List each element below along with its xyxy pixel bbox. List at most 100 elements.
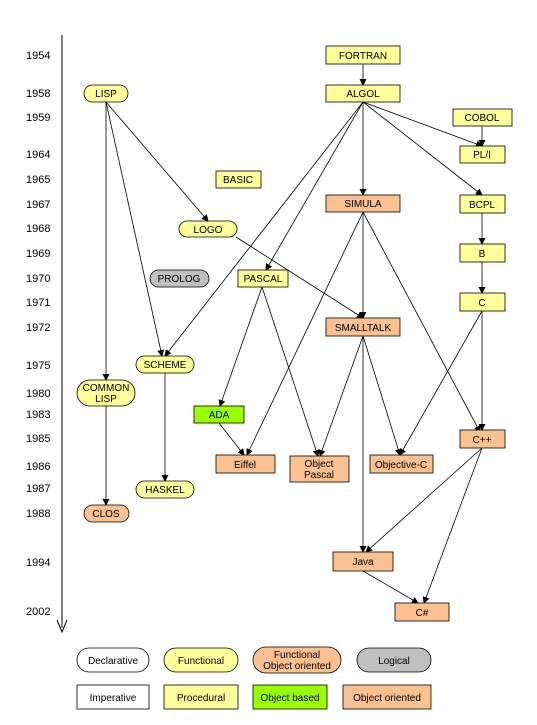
legend-label: Functional [178, 656, 224, 667]
node-label: Java [352, 557, 374, 568]
year-label: 1959 [26, 112, 50, 124]
node-objective-c: Objective-C [369, 454, 434, 474]
legend-procedural: Procedural [163, 684, 239, 710]
edge-simula-cpp [362, 211, 481, 433]
legend-logical: Logical [356, 647, 432, 673]
nodes: FORTRAN ALGOL LISP COBOL PL/I BASIC [76, 45, 513, 622]
edge-algol-pascal [265, 101, 364, 271]
node-label: LISP [95, 394, 117, 405]
year-label: 1969 [26, 248, 50, 260]
node-label: Pascal [304, 470, 334, 481]
year-label: 1968 [26, 223, 50, 235]
year-label: 1983 [26, 409, 50, 421]
legend-label: Object based [261, 693, 320, 704]
year-label: 1964 [26, 149, 50, 161]
year-label: 2002 [26, 606, 50, 618]
node-haskel: HASKEL [135, 480, 195, 499]
node-simula: SIMULA [325, 194, 401, 213]
legend-label: Functional [274, 650, 320, 661]
year-label: 1994 [26, 557, 50, 569]
node-eiffel: Eiffel [215, 454, 276, 474]
edge-algol-bcpl [362, 101, 483, 196]
node-basic: BASIC [215, 170, 262, 189]
node-label: C [478, 298, 485, 309]
node-label: B [479, 249, 486, 260]
node-label: PL/I [473, 150, 491, 161]
node-label: BASIC [223, 175, 253, 186]
legend-label: Procedural [177, 693, 225, 704]
edge-lisp-scheme [105, 101, 165, 357]
edge-ada-eiffel [218, 422, 245, 456]
year-label: 1967 [26, 199, 50, 211]
legend-object-oriented: Object oriented [342, 684, 432, 710]
node-bcpl: BCPL [459, 194, 506, 214]
edge-simula-eiffel [246, 211, 364, 456]
node-label: COMMON [83, 383, 130, 394]
legend-functional-object-oriented: Functional Object oriented [252, 646, 342, 674]
node-smalltalk: SMALLTALK [325, 317, 401, 337]
year-label: 1954 [26, 50, 50, 62]
node-cobol: COBOL [452, 108, 513, 127]
year-label: 1980 [26, 388, 50, 400]
edge-pascal-object-pascal [261, 286, 320, 457]
node-label: SMALLTALK [335, 323, 392, 334]
node-label: ALGOL [346, 89, 380, 100]
node-label: LOGO [194, 225, 223, 236]
node-prolog: PROLOG [149, 269, 210, 288]
node-ada: ADA [193, 405, 245, 424]
legend-label: Imperative [90, 693, 137, 704]
edge-cpp-csharp [422, 447, 483, 604]
node-label: Object [305, 459, 334, 470]
node-label: FORTRAN [339, 51, 387, 62]
legend-label: Declarative [88, 656, 138, 667]
edge-cpp-java [365, 447, 483, 553]
legend-label: Object oriented [353, 693, 421, 704]
node-object-pascal: Object Pascal [289, 455, 350, 483]
year-label: 1985 [26, 433, 50, 445]
node-label: ADA [209, 410, 230, 421]
year-label: 1972 [26, 322, 50, 334]
year-labels: 1954 1958 1959 1964 1965 1967 1968 1969 … [26, 50, 50, 618]
node-b: B [459, 243, 506, 263]
node-scheme: SCHEME [135, 355, 195, 374]
node-common-lisp: COMMON LISP [76, 379, 136, 407]
node-pascal: PASCAL [237, 269, 289, 288]
legend: Declarative Functional Functional Object… [76, 646, 432, 710]
node-java: Java [332, 551, 394, 572]
year-label: 1971 [26, 297, 50, 309]
year-label: 1987 [26, 483, 50, 495]
edge-pascal-ada [218, 286, 263, 407]
node-fortran: FORTRAN [325, 45, 401, 65]
node-clos: CLOS [83, 504, 130, 523]
node-label: C# [416, 608, 429, 619]
node-algol: ALGOL [325, 84, 401, 103]
node-csharp: C# [394, 602, 450, 622]
time-axis-arrow-icon [56, 619, 68, 634]
node-label: PASCAL [244, 274, 283, 285]
year-label: 1986 [26, 461, 50, 473]
node-logo: LOGO [178, 220, 238, 238]
node-label: C++ [473, 435, 492, 446]
year-label: 1958 [26, 88, 50, 100]
edge-algol-pli [362, 101, 483, 148]
node-label: SIMULA [344, 199, 382, 210]
edge-smalltalk-object-pascal [318, 335, 364, 457]
edge-logo-smalltalk [235, 236, 364, 319]
legend-label: Logical [378, 656, 410, 667]
legend-label: Object oriented [263, 661, 331, 672]
edge-algol-scheme [164, 101, 364, 357]
edge-lisp-logo [105, 101, 209, 222]
legend-functional: Functional [163, 647, 239, 673]
node-label: Eiffel [234, 460, 256, 471]
node-label: COBOL [464, 113, 499, 124]
edges [102, 64, 486, 604]
year-label: 1988 [26, 508, 50, 520]
edge-smalltalk-objective-c [362, 335, 402, 456]
node-label: PROLOG [158, 274, 201, 285]
node-label: LISP [95, 89, 117, 100]
node-label: CLOS [92, 509, 120, 520]
node-label: BCPL [469, 200, 496, 211]
node-label: Objective-C [375, 460, 427, 471]
node-lisp: LISP [83, 84, 129, 103]
